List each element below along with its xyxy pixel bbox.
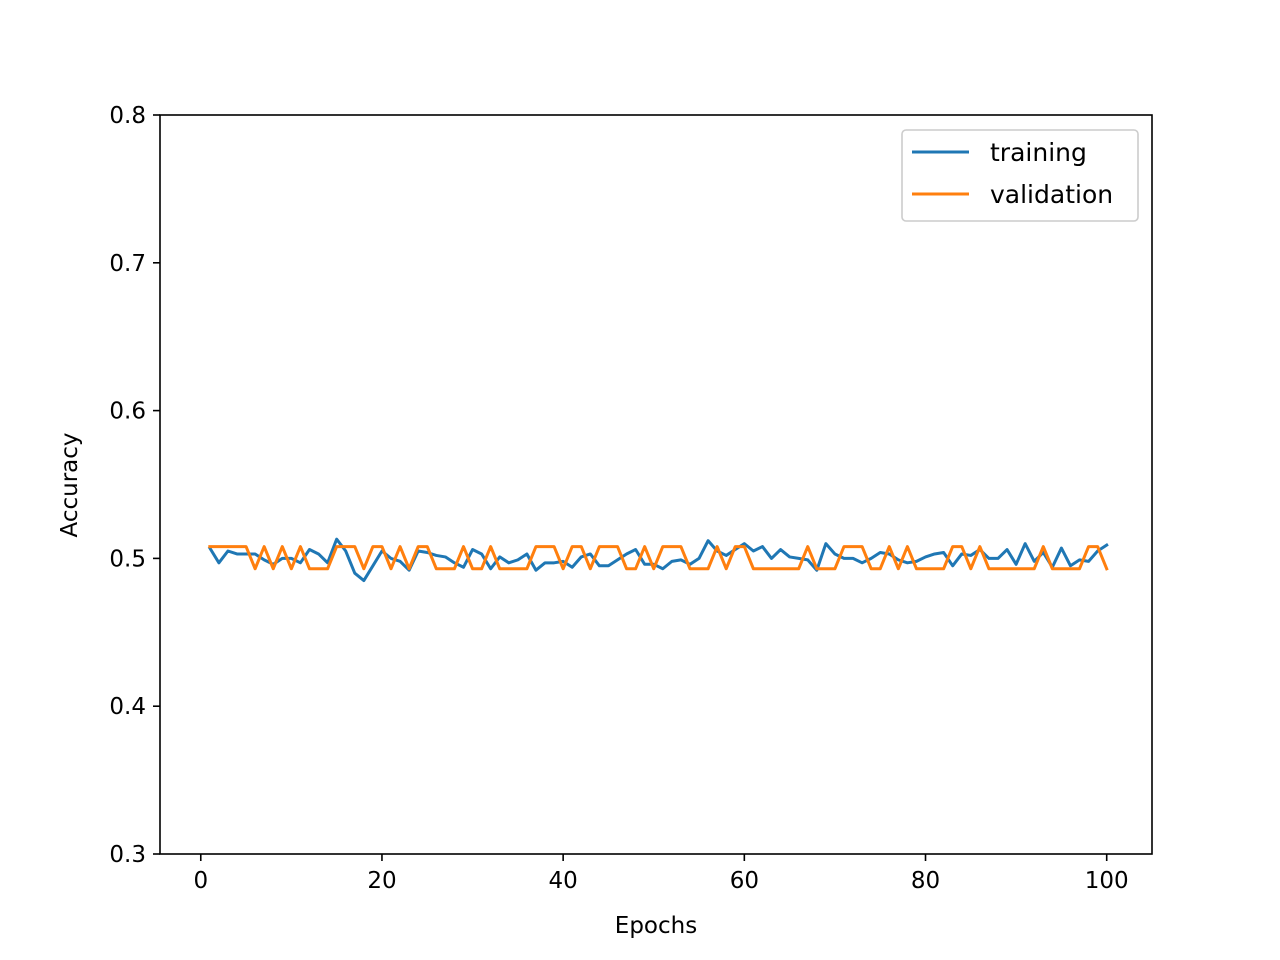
x-tick-label: 40 — [549, 868, 578, 894]
plot-frame — [159, 114, 1153, 855]
y-tick-label: 0.4 — [109, 694, 146, 720]
y-tick-label: 0.5 — [109, 546, 146, 572]
legend-label-validation: validation — [990, 180, 1113, 209]
x-tick-label: 100 — [1085, 868, 1129, 894]
y-axis-label: Accuracy — [57, 432, 83, 537]
y-tick-label: 0.7 — [109, 251, 146, 277]
x-tick-label: 20 — [367, 868, 396, 894]
x-axis-label: Epochs — [615, 913, 697, 939]
series-layer — [207, 537, 1109, 583]
x-tick-label: 80 — [911, 868, 940, 894]
axes-layer: 0 20 40 60 80 100 0.3 0.4 0.5 0.6 0.7 0.8 — [109, 103, 1128, 894]
series-line-validation — [208, 545, 1109, 571]
x-tick-label: 0 — [193, 868, 208, 894]
x-tick-label: 60 — [730, 868, 759, 894]
legend: training validation — [901, 129, 1139, 222]
y-tick-label: 0.8 — [109, 103, 146, 129]
y-tick-label: 0.3 — [109, 842, 146, 868]
legend-label-training: training — [990, 138, 1087, 167]
y-tick-label: 0.6 — [109, 399, 146, 425]
series-line-training — [207, 537, 1109, 583]
